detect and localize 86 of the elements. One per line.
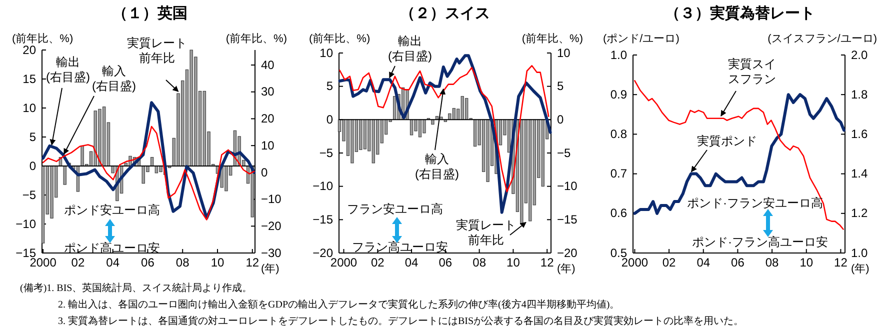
annotation: 実質ポンド <box>697 134 757 148</box>
y2-tick-label: 1.2 <box>851 206 868 220</box>
x-axis-title: (年) <box>557 263 576 275</box>
annotation: 輸入(右目盛) <box>415 152 459 181</box>
y2-tick-label: −10 <box>261 192 282 206</box>
y2-tick-label: 1.0 <box>851 246 868 260</box>
x-tick-label: 02 <box>662 256 676 270</box>
y2-tick-label: 0 <box>557 112 564 127</box>
x-tick-label: 10 <box>506 256 520 270</box>
x-tick-label: 04 <box>696 256 710 270</box>
x-tick-label: 02 <box>71 256 85 270</box>
y2-tick-label: −20 <box>557 246 578 260</box>
y2-tick-label: −20 <box>261 218 282 233</box>
y2-tick-label: 5 <box>557 79 564 94</box>
annotation: ポンド·フラン高ユーロ安 <box>692 235 828 249</box>
x-tick-label: 2000 <box>330 256 358 270</box>
y2-tick-label: 10 <box>557 46 571 60</box>
y-axis-title: (前年比、%) <box>309 32 370 45</box>
y-tick-label: 5 <box>326 79 334 94</box>
y2-tick-label: 20 <box>261 112 275 126</box>
annotation: ポンド安ユーロ高 <box>64 203 160 217</box>
text: (備考)1. BIS、英国統計局、スイス統計局より作成。 <box>20 282 252 294</box>
y2-tick-label: 40 <box>261 58 275 72</box>
x-tick-label: 04 <box>106 256 120 270</box>
y2-tick-label: −15 <box>557 212 578 227</box>
y-tick-label: 0.6 <box>610 206 628 220</box>
x-axis-title: (年) <box>851 263 870 275</box>
y2-tick-label: 0 <box>261 165 268 180</box>
y-tick-label: 15 <box>22 72 36 86</box>
annotation: 輸出(右目盛) <box>46 55 90 84</box>
x-tick-label: 06 <box>141 256 155 270</box>
chart-title: （１）英国 <box>112 5 188 22</box>
y-tick-label: 10 <box>22 100 36 115</box>
x-tick-label: 06 <box>438 256 452 270</box>
y-tick-label: 0.7 <box>610 166 628 181</box>
y2-tick-label: −5 <box>557 146 572 160</box>
y-tick-label: 0 <box>29 158 36 173</box>
x-axis-title: (年) <box>261 263 280 275</box>
x-tick-label: 12 <box>246 256 260 270</box>
y-axis-title: (ポンド/ユーロ) <box>603 33 680 45</box>
y2-axis-title: (スイスフラン/ユーロ) <box>768 33 877 45</box>
y-tick-label: −5 <box>22 188 36 202</box>
annotation: フラン高ユーロ安 <box>352 240 448 254</box>
x-tick-label: 08 <box>472 256 486 270</box>
y2-tick-label: 1.6 <box>851 127 868 142</box>
y-tick-label: 0.8 <box>610 127 628 142</box>
x-tick-label: 08 <box>176 256 190 270</box>
y2-axis-title: (前年比、%) <box>522 32 583 45</box>
chart-title: （３）実質為替レート <box>665 4 815 22</box>
y-tick-label: 20 <box>22 42 36 57</box>
y2-tick-label: 2.0 <box>851 48 868 62</box>
y-tick-label: 5 <box>29 130 36 144</box>
x-tick-label: 12 <box>834 256 848 270</box>
x-tick-label: 12 <box>540 256 554 270</box>
y2-tick-label: 1.4 <box>851 166 868 181</box>
y-axis-title: (前年比、%) <box>12 32 74 45</box>
y2-tick-label: 30 <box>261 84 275 99</box>
y-tick-label: −5 <box>319 146 334 160</box>
annotation: 輸入(右目盛) <box>92 64 136 93</box>
x-tick-label: 10 <box>210 256 224 270</box>
x-tick-label: 04 <box>404 256 419 270</box>
text: 3. 実質為替レートは、各国通貨の対ユーロレートをデフレートしたもの。デフレートにはBISが公表する各国の名目及び実質実効レートの比率を用いた。 <box>58 315 744 327</box>
y2-tick-label: 1.8 <box>851 87 868 102</box>
y-tick-label: 0 <box>326 112 334 127</box>
chart-title: （２）スイス <box>400 5 490 22</box>
y2-tick-label: −30 <box>261 246 282 260</box>
y-tick-label: 1.0 <box>610 48 628 62</box>
annotation: フラン安ユーロ高 <box>347 202 443 216</box>
y-tick-label: −15 <box>312 212 334 227</box>
y-tick-label: −10 <box>312 179 334 194</box>
x-tick-label: 02 <box>370 256 385 270</box>
annotation: 実質スイスフラン <box>728 57 776 86</box>
x-tick-label: 10 <box>800 256 814 270</box>
y2-tick-label: 10 <box>261 138 275 152</box>
y-tick-label: −10 <box>16 216 36 231</box>
y-tick-label: 0.9 <box>610 87 628 102</box>
text: 2. 輸出入は、各国のユーロ圏向け輸出入金額をGDPの輸出入デフレータで実質化した系列の伸び率(後方4四半期移動平均値)。 <box>58 298 620 310</box>
x-tick-label: 08 <box>765 256 780 270</box>
y2-axis-title: (前年比、%) <box>226 32 287 45</box>
annotation: ポンド·フラン安ユーロ高 <box>687 196 823 210</box>
y-tick-label: 10 <box>320 46 334 60</box>
y2-tick-label: −10 <box>557 179 578 194</box>
annotation: 輸出(右目盛) <box>388 34 432 63</box>
annotation: 実質レート前年比 <box>127 36 187 65</box>
x-tick-label: 06 <box>731 256 745 270</box>
annotation: 実質レート前年比 <box>456 218 516 247</box>
